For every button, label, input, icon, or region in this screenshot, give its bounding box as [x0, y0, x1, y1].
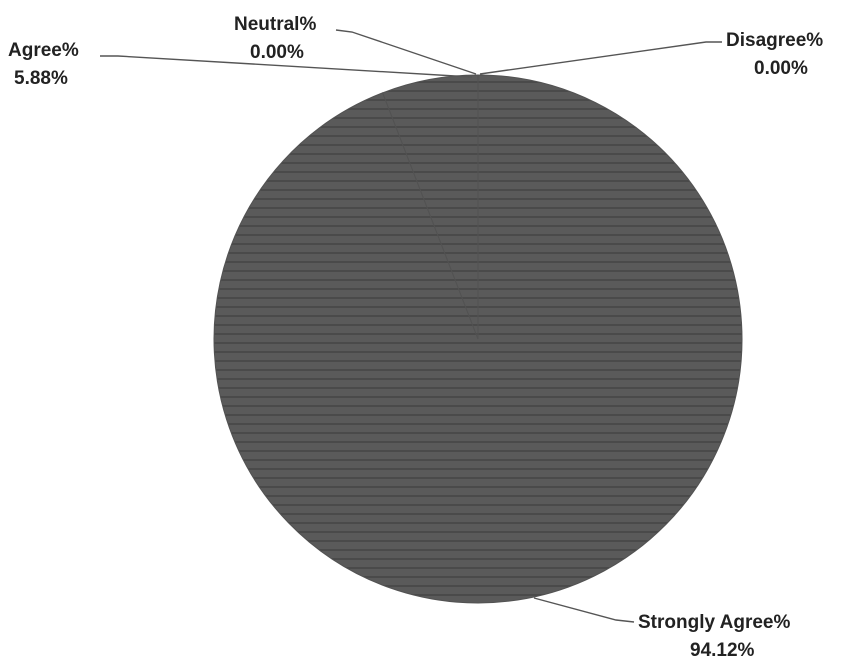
slice-label-agree: Agree% — [8, 40, 79, 61]
leader-line-neutral — [335, 29, 477, 75]
slice-label-strongly-agree: Strongly Agree% — [638, 612, 790, 633]
leader-line-strongly-agree — [533, 597, 635, 623]
slice-value-disagree: 0.00% — [754, 58, 808, 79]
leader-line-agree — [100, 55, 473, 78]
slice-value-agree: 5.88% — [14, 68, 68, 89]
pie-slice-agree — [382, 74, 479, 340]
pie-slices — [213, 74, 743, 604]
slice-value-neutral: 0.00% — [250, 42, 304, 63]
slice-value-strongly-agree: 94.12% — [690, 640, 755, 661]
leader-line-disagree — [479, 41, 722, 75]
leader-lines — [100, 29, 722, 623]
slice-label-disagree: Disagree% — [726, 30, 823, 51]
slice-label-neutral: Neutral% — [234, 14, 316, 35]
